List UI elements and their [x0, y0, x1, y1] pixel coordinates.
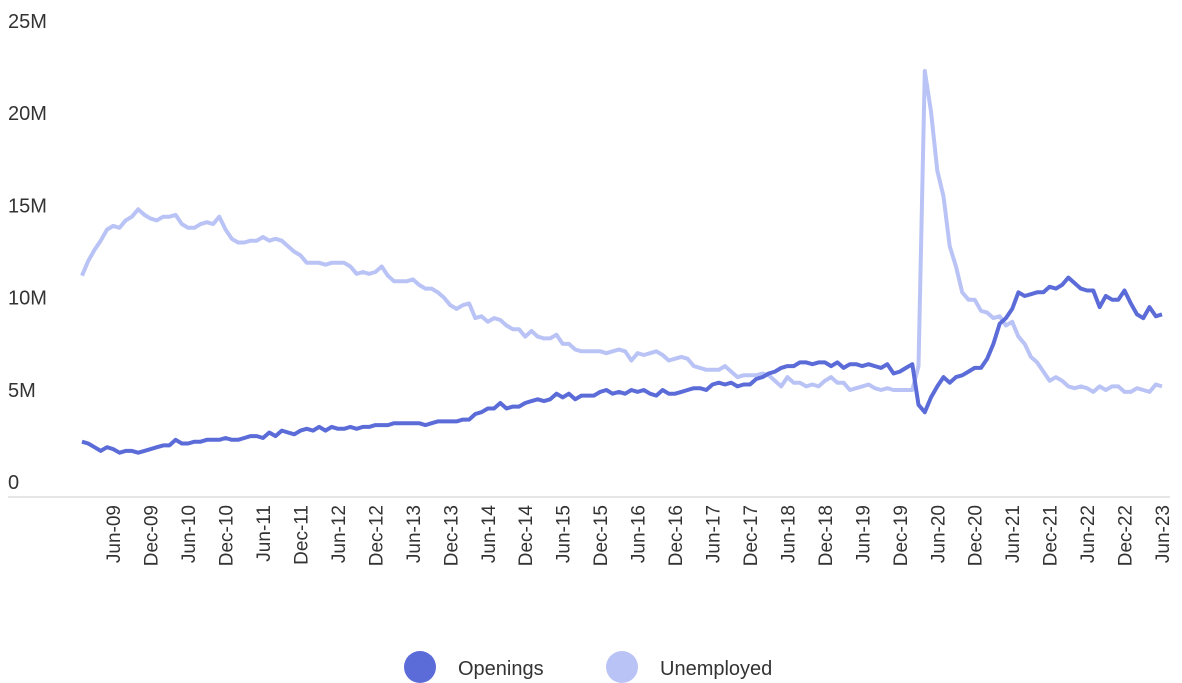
series-line [81, 275, 1163, 455]
legend-swatch [606, 651, 638, 683]
legend-swatch [404, 651, 436, 683]
x-tick-label: Dec-19 [891, 505, 912, 566]
y-tick-label: 15M [8, 195, 47, 217]
x-tick-label: Dec-11 [291, 505, 312, 565]
y-tick-label: 20M [8, 103, 47, 125]
y-tick-label: 0 [8, 472, 19, 494]
x-tick-label: Jun-23 [1153, 505, 1174, 563]
legend-label: Openings [458, 658, 544, 680]
x-tick-label: Jun-11 [254, 505, 275, 562]
legend-label: Unemployed [660, 658, 772, 680]
x-tick-label: Jun-22 [1078, 505, 1099, 563]
x-tick-label: Dec-17 [741, 505, 762, 566]
x-tick-label: Dec-22 [1116, 505, 1137, 566]
x-tick-label: Dec-12 [366, 505, 387, 566]
x-tick-label: Jun-20 [928, 505, 949, 563]
x-tick-label: Jun-14 [479, 505, 500, 564]
x-tick-label: Dec-10 [217, 505, 238, 566]
x-tick-label: Jun-12 [329, 505, 350, 563]
x-tick-label: Jun-10 [179, 505, 200, 563]
y-tick-label: 25M [8, 11, 47, 33]
x-tick-label: Jun-13 [404, 505, 425, 563]
x-tick-label: Jun-09 [104, 505, 125, 563]
x-tick-label: Dec-13 [441, 505, 462, 566]
x-tick-label: Jun-18 [778, 505, 799, 563]
y-tick-label: 5M [8, 380, 36, 402]
x-tick-label: Jun-19 [853, 505, 874, 563]
x-tick-label: Dec-09 [142, 505, 163, 566]
x-tick-label: Dec-20 [966, 505, 987, 566]
y-tick-label: 10M [8, 288, 47, 310]
x-tick-label: Jun-17 [704, 505, 725, 563]
x-tick-label: Dec-21 [1041, 505, 1062, 566]
series-line [80, 69, 1163, 394]
x-tick-label: Dec-16 [666, 505, 687, 566]
x-tick-label: Dec-18 [816, 505, 837, 566]
x-tick-label: Dec-15 [591, 505, 612, 566]
x-tick-label: Jun-16 [629, 505, 650, 563]
x-tick-label: Jun-21 [1003, 505, 1024, 563]
x-tick-label: Dec-14 [516, 505, 537, 567]
x-tick-label: Jun-15 [554, 505, 575, 563]
